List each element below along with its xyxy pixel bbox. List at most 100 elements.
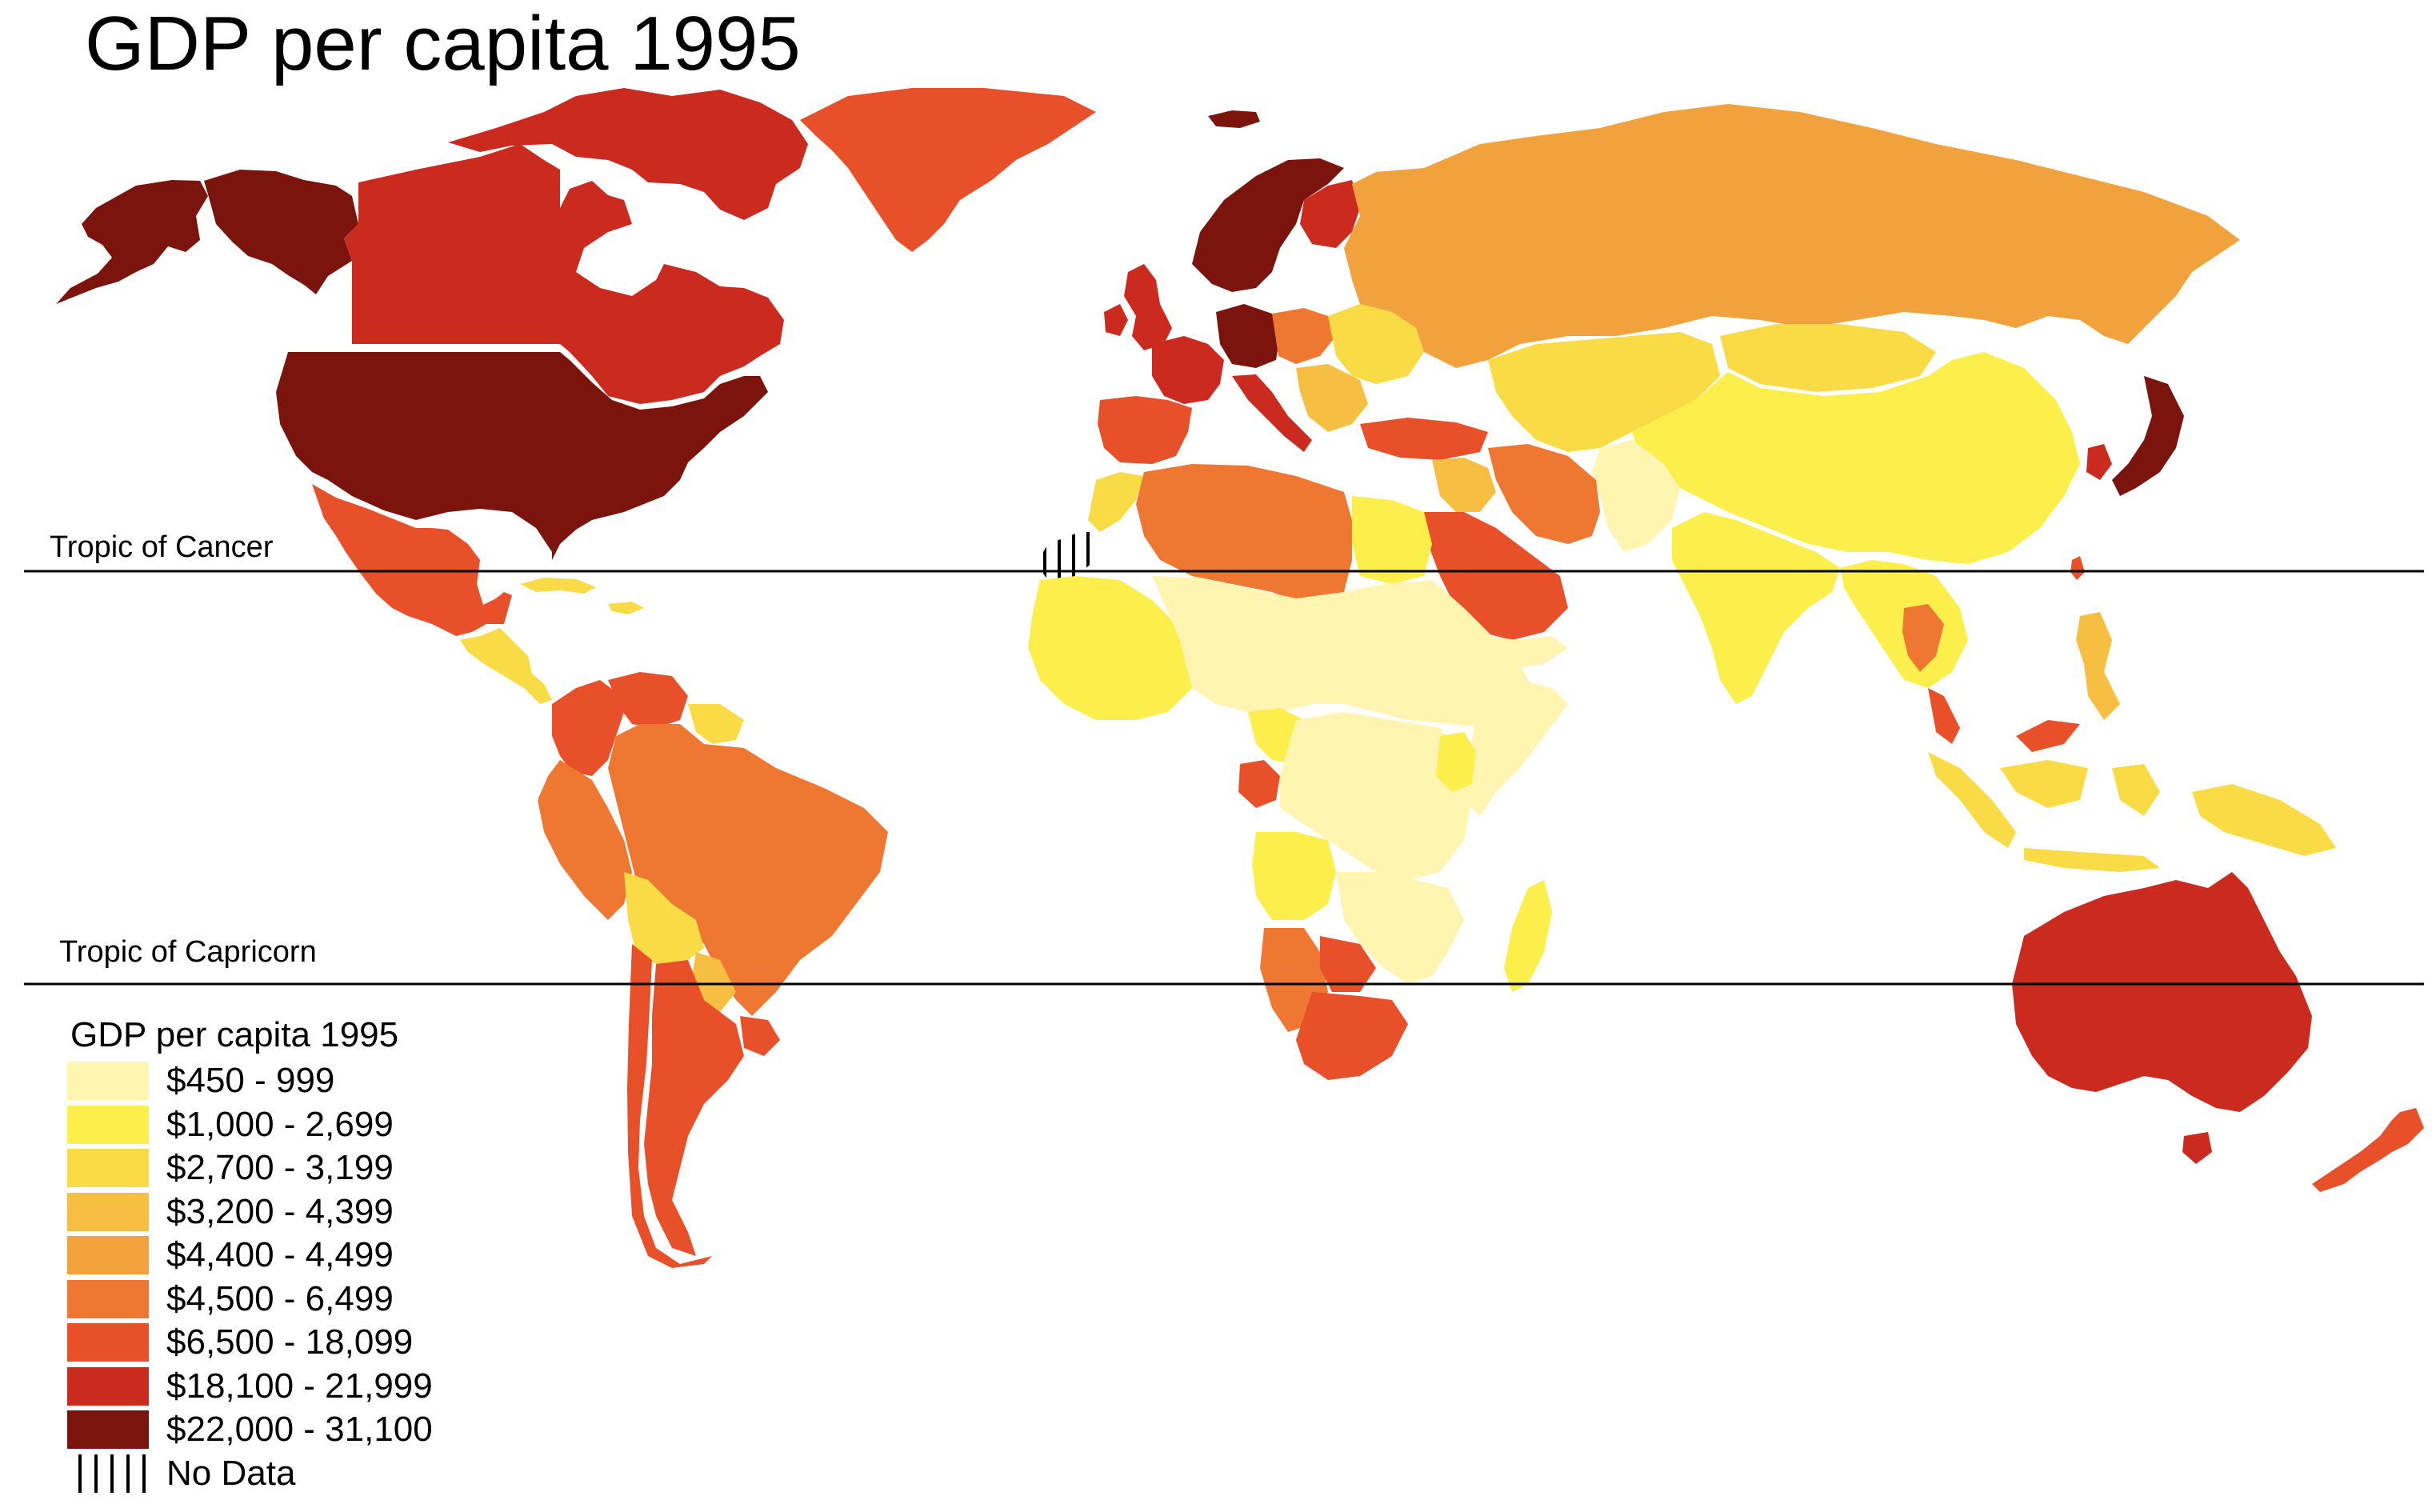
region-france bbox=[1152, 336, 1224, 404]
region-greenland bbox=[800, 88, 1096, 252]
tropic-of-capricorn-label: Tropic of Capricorn bbox=[59, 935, 317, 969]
region-uruguay bbox=[740, 1016, 780, 1056]
no-data-hatch-swatch bbox=[67, 1454, 149, 1493]
region-turkey bbox=[1360, 418, 1488, 460]
region-papua-new-guinea bbox=[2192, 784, 2336, 856]
legend-item: $4,400 - 4,499 bbox=[67, 1234, 433, 1278]
legend-label: $3,200 - 4,399 bbox=[166, 1191, 394, 1231]
region-angola bbox=[1252, 832, 1336, 920]
region-brazil bbox=[608, 724, 888, 1016]
legend-item: $18,100 - 21,999 bbox=[67, 1365, 433, 1409]
region-italy bbox=[1232, 374, 1312, 452]
region-central-europe bbox=[1272, 308, 1336, 364]
legend-title: GDP per capita 1995 bbox=[70, 1015, 399, 1054]
region-malaysia bbox=[1928, 688, 2080, 752]
region-scandinavia bbox=[1192, 158, 1344, 292]
region-madagascar bbox=[1504, 880, 1552, 992]
country-regions bbox=[56, 88, 2424, 1268]
legend-item: $450 - 999 bbox=[67, 1059, 433, 1103]
region-alaska bbox=[56, 180, 208, 304]
region-india bbox=[1672, 512, 1840, 704]
legend-label: $1,000 - 2,699 bbox=[166, 1104, 394, 1144]
legend-swatch bbox=[67, 1149, 149, 1188]
region-australia bbox=[2012, 872, 2312, 1112]
region-bolivia bbox=[624, 872, 704, 964]
map-title: GDP per capita 1995 bbox=[85, 1, 801, 86]
legend-swatch bbox=[67, 1366, 149, 1406]
region-guianas bbox=[688, 704, 744, 744]
region-paraguay bbox=[692, 952, 736, 1012]
region-kenya bbox=[1436, 732, 1476, 792]
region-canada bbox=[344, 144, 784, 404]
legend-item: $22,000 - 31,100 bbox=[67, 1408, 433, 1452]
legend-swatch bbox=[67, 1192, 149, 1231]
legend-swatch bbox=[67, 1236, 149, 1275]
legend-label: $18,100 - 21,999 bbox=[166, 1366, 433, 1406]
region-iran bbox=[1488, 444, 1600, 544]
region-pakistan-afghanistan bbox=[1592, 440, 1680, 552]
legend-label: $4,500 - 6,499 bbox=[166, 1278, 394, 1318]
region-west-africa bbox=[1028, 576, 1192, 720]
region-iceland bbox=[1208, 110, 1260, 128]
legend-item-no-data: No Data bbox=[67, 1452, 433, 1496]
region-colombia bbox=[552, 680, 624, 776]
region-botswana bbox=[1320, 936, 1376, 992]
tropic-of-cancer-label: Tropic of Cancer bbox=[50, 530, 274, 564]
legend-label: $22,000 - 31,100 bbox=[166, 1410, 433, 1450]
legend-label: $450 - 999 bbox=[166, 1061, 335, 1101]
region-mexico bbox=[312, 484, 512, 636]
legend-swatch bbox=[67, 1062, 149, 1101]
region-new-zealand bbox=[2312, 1108, 2424, 1192]
legend-label: $4,400 - 4,499 bbox=[166, 1235, 394, 1275]
region-japan bbox=[2112, 376, 2184, 496]
map-legend: GDP per capita 1995 $450 - 999 $1,000 - … bbox=[67, 1014, 433, 1495]
region-chile bbox=[627, 944, 712, 1268]
region-central-america bbox=[460, 628, 552, 704]
region-gabon bbox=[1238, 760, 1280, 808]
region-peru bbox=[538, 760, 632, 920]
legend-label: $6,500 - 18,099 bbox=[166, 1322, 414, 1362]
region-russia bbox=[1344, 104, 2240, 368]
region-china bbox=[1632, 352, 2080, 564]
legend-item: $1,000 - 2,699 bbox=[67, 1103, 433, 1147]
region-thailand bbox=[1902, 604, 1944, 672]
region-eastern-europe bbox=[1328, 304, 1424, 384]
legend-item: $3,200 - 4,399 bbox=[67, 1190, 433, 1234]
region-east-africa bbox=[1464, 680, 1568, 816]
region-morocco bbox=[1088, 472, 1144, 532]
region-iberia bbox=[1098, 396, 1192, 464]
legend-swatch bbox=[67, 1279, 149, 1318]
region-venezuela bbox=[608, 672, 688, 728]
region-central-africa bbox=[1280, 712, 1472, 880]
region-united-kingdom bbox=[1124, 264, 1172, 350]
region-south-africa bbox=[1296, 992, 1408, 1080]
region-balkans bbox=[1296, 364, 1368, 432]
legend-item: $4,500 - 6,499 bbox=[67, 1278, 433, 1322]
region-united-states bbox=[276, 352, 768, 560]
region-germany bbox=[1216, 304, 1280, 368]
legend-item: $2,700 - 3,199 bbox=[67, 1146, 433, 1190]
legend-swatch bbox=[67, 1323, 149, 1362]
region-iraq-syria bbox=[1432, 458, 1496, 512]
region-canada bbox=[448, 88, 808, 220]
region-tasmania bbox=[2182, 1132, 2212, 1164]
region-south-korea bbox=[2086, 444, 2112, 480]
region-kazakhstan-central-asia bbox=[1488, 332, 1720, 452]
region-mongolia bbox=[1720, 324, 1936, 392]
legend-swatch bbox=[67, 1105, 149, 1144]
legend-swatch bbox=[67, 1410, 149, 1450]
region-zambia-mozambique bbox=[1336, 872, 1464, 984]
region-ireland bbox=[1104, 304, 1128, 336]
region-philippines bbox=[2076, 612, 2120, 720]
region-caribbean bbox=[520, 578, 644, 614]
region-taiwan bbox=[2070, 556, 2085, 580]
region-sahel bbox=[1152, 576, 1536, 728]
region-alaska bbox=[204, 170, 358, 294]
legend-item: $6,500 - 18,099 bbox=[67, 1321, 433, 1365]
region-western-sahara bbox=[1036, 532, 1100, 580]
legend-label: $2,700 - 3,199 bbox=[166, 1148, 394, 1188]
region-argentina bbox=[644, 960, 744, 1256]
region-indonesia bbox=[1928, 752, 2160, 872]
legend-label: No Data bbox=[166, 1453, 296, 1493]
